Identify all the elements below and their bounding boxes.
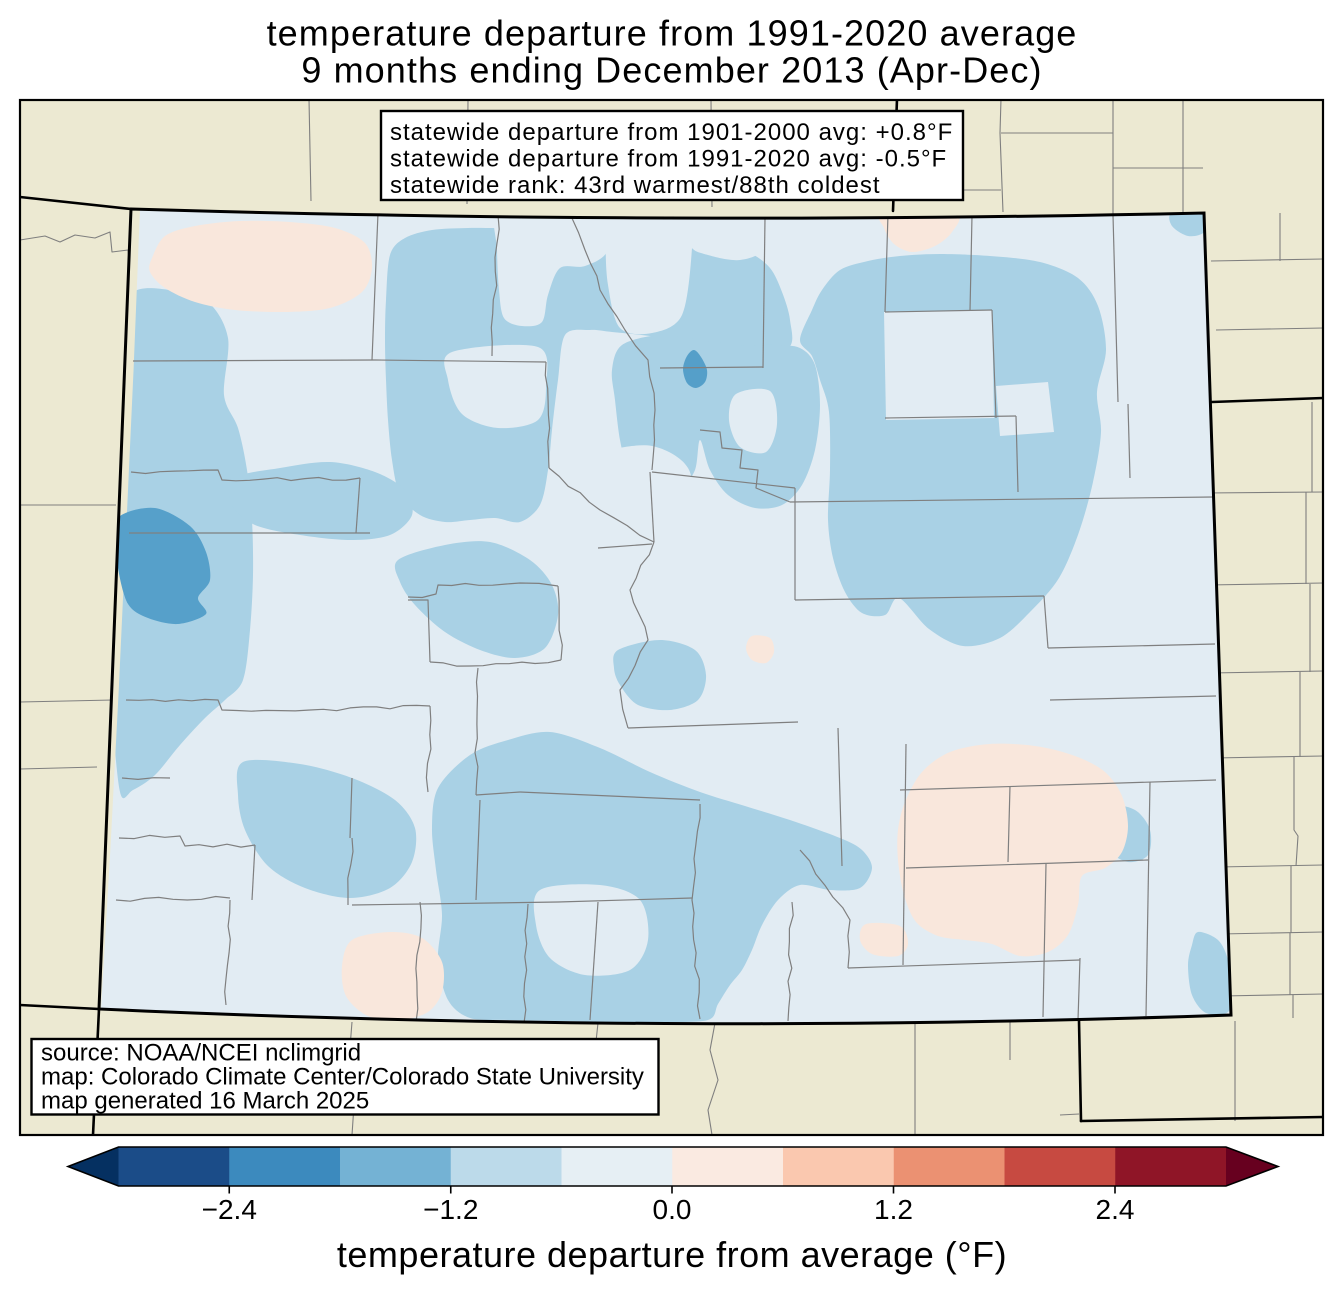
svg-text:temperature departure from ave: temperature departure from average (°F) <box>337 1234 1007 1275</box>
svg-text:map: Colorado Climate Center/C: map: Colorado Climate Center/Colorado St… <box>41 1064 644 1091</box>
svg-text:9 months ending December 2013: 9 months ending December 2013 (Apr-Dec) <box>301 50 1042 91</box>
svg-text:temperature departure from 199: temperature departure from 1991-2020 ave… <box>267 13 1078 54</box>
svg-text:1.2: 1.2 <box>874 1194 913 1225</box>
svg-text:−1.2: −1.2 <box>423 1194 478 1225</box>
svg-text:map generated 16 March 2025: map generated 16 March 2025 <box>41 1088 369 1115</box>
svg-text:−2.4: −2.4 <box>202 1194 257 1225</box>
svg-text:statewide departure from 1901-: statewide departure from 1901-2000 avg: … <box>390 119 953 146</box>
svg-text:0.0: 0.0 <box>653 1194 692 1225</box>
svg-text:source: NOAA/NCEI nclimgrid: source: NOAA/NCEI nclimgrid <box>41 1040 361 1067</box>
svg-text:statewide rank: 43rd warmest/8: statewide rank: 43rd warmest/88th coldes… <box>390 172 881 199</box>
svg-text:2.4: 2.4 <box>1096 1194 1135 1225</box>
svg-text:statewide departure from 1991-: statewide departure from 1991-2020 avg: … <box>390 146 947 173</box>
